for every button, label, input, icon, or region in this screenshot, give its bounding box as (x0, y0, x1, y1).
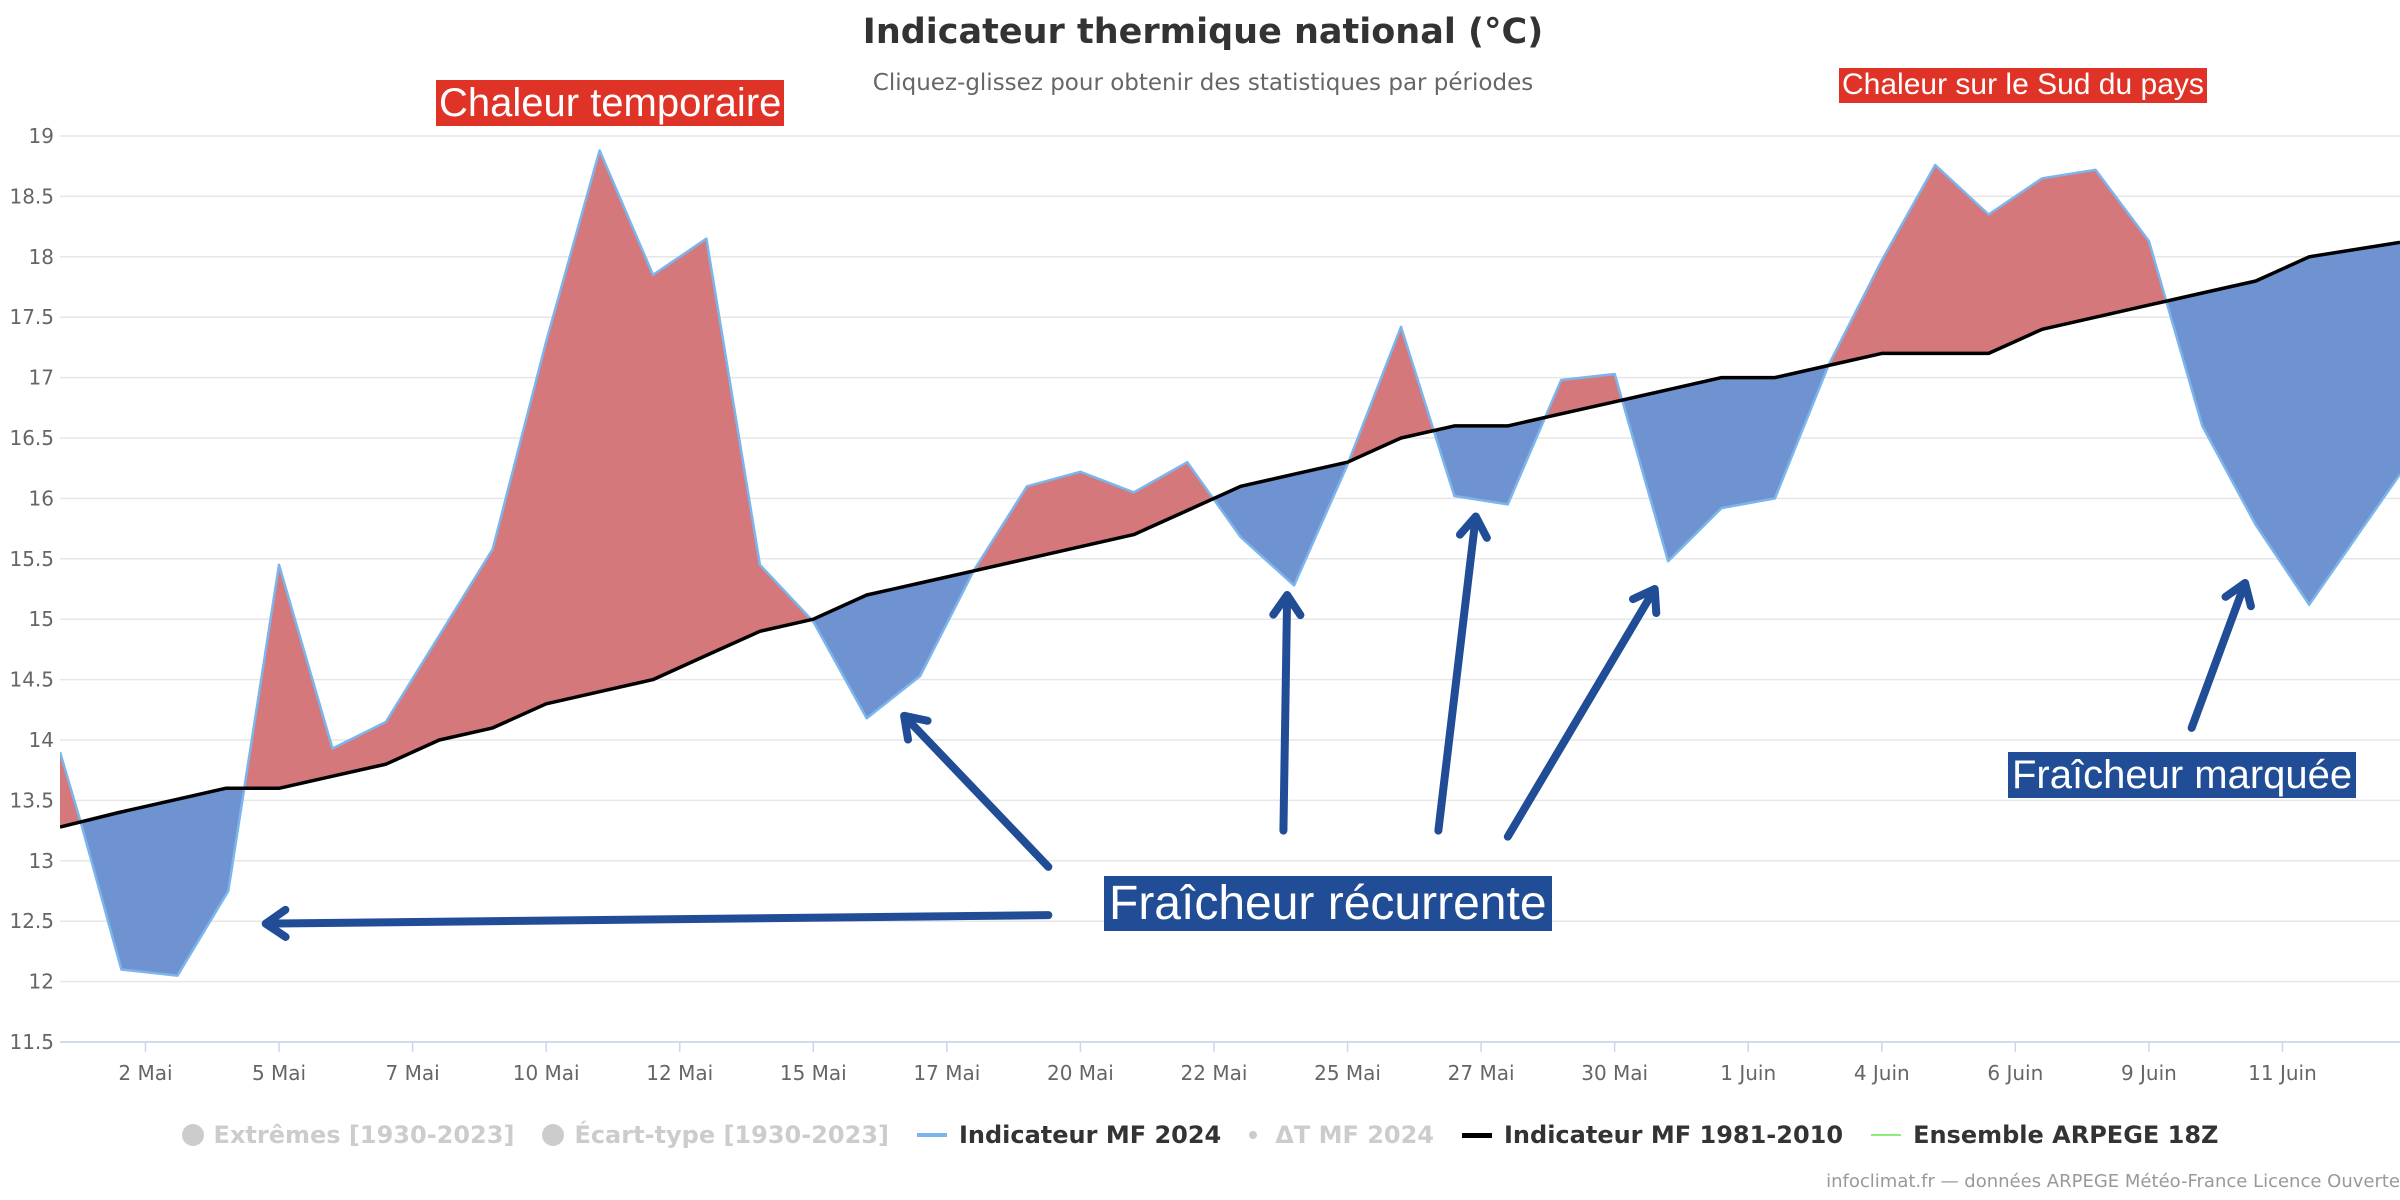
annotation-arrow (900, 711, 1053, 871)
y-tick-label: 17.5 (9, 305, 54, 329)
y-tick-label: 18.5 (9, 184, 54, 208)
warm-deviation-fill (278, 564, 333, 789)
legend-label: ΔT MF 2024 (1275, 1121, 1434, 1149)
warm-deviation-fill (545, 150, 600, 705)
legend-dot-icon (542, 1124, 565, 1146)
deviation-fills (60, 150, 2400, 978)
legend-label: Indicateur MF 1981-2010 (1504, 1121, 1844, 1149)
legend-label: Ensemble ARPEGE 18Z (1913, 1121, 2219, 1149)
cool-deviation-fill (118, 811, 122, 970)
x-tick-label: 11 Juin (2248, 1061, 2317, 1085)
y-tick-label: 11.5 (9, 1030, 54, 1054)
x-tick-label: 6 Juin (1987, 1061, 2043, 1085)
x-tick-label: 20 Mai (1047, 1061, 1114, 1085)
y-axis-ticks: 11.5 12 12.5 13 13.5 14 14.5 15 15.5 16 16.5 17 17.5… (9, 124, 54, 1054)
legend-item-delta-t[interactable]: ΔT MF 2024 (1249, 1121, 1434, 1149)
legend-line-icon (916, 1133, 947, 1137)
warm-deviation-fill (1934, 164, 1990, 354)
y-tick-label: 15 (29, 607, 54, 631)
cool-deviation-fill (812, 594, 868, 719)
cool-deviation-fill (1721, 377, 1776, 509)
x-axis-ticks: 2 Mai 5 Mai 7 Mai 10 Mai 12 Mai 15 Mai 17 Mai 2… (60, 1041, 2400, 1085)
cool-deviation-fill (121, 799, 173, 976)
y-tick-label: 14 (29, 728, 54, 752)
warm-deviation-fill (1881, 163, 1936, 354)
warm-deviation-fill (652, 237, 707, 681)
annotation-fraicheur-recurrente: Fraîcheur récurrente (1104, 876, 1552, 932)
x-tick-label: 12 Mai (646, 1061, 713, 1085)
legend-dot-icon (1249, 1131, 1258, 1139)
legend-line-icon (1462, 1132, 1492, 1138)
warm-deviation-fill (706, 238, 761, 657)
cool-deviation-fill (171, 798, 178, 977)
legend-item-extremes[interactable]: Extrêmes [1930-2023] (181, 1121, 515, 1149)
legend-label: Extrêmes [1930-2023] (213, 1121, 515, 1149)
y-tick-label: 12.5 (9, 909, 54, 933)
legend-dot-icon (181, 1124, 204, 1146)
cool-deviation-fill (225, 787, 229, 897)
annotation-chaleur-temporaire: Chaleur temporaire (436, 80, 785, 126)
chart-credits[interactable]: infoclimat.fr — données ARPEGE Météo-Fra… (1826, 1171, 2400, 1192)
x-tick-label: 30 Mai (1581, 1061, 1648, 1085)
cool-deviation-fill (177, 787, 227, 978)
x-tick-label: 15 Mai (780, 1061, 847, 1085)
cool-deviation-fill (1240, 473, 1295, 587)
cool-deviation-fill (1453, 425, 1509, 505)
cool-deviation-fill (2255, 256, 2310, 607)
annotation-fraicheur-marquee: Fraîcheur marquée (2008, 752, 2357, 798)
warm-deviation-fill (2095, 168, 2150, 318)
y-tick-label: 19 (29, 124, 54, 148)
cool-deviation-fill (2201, 280, 2257, 526)
legend-item-ecart-type[interactable]: Écart-type [1930-2023] (542, 1121, 889, 1149)
annotation-arrow (1434, 512, 1491, 835)
warm-deviation-fill (332, 721, 387, 777)
legend-label: Écart-type [1930-2023] (574, 1121, 889, 1149)
annotation-arrows (261, 512, 2255, 941)
y-tick-label: 13 (29, 849, 54, 873)
x-tick-label: 2 Mai (118, 1061, 172, 1085)
y-tick-label: 12 (29, 970, 54, 994)
annotation-chaleur-sud: Chaleur sur le Sud du pays (1839, 68, 2207, 103)
warm-deviation-fill (599, 150, 654, 693)
y-tick-label: 15.5 (9, 547, 54, 571)
legend-item-indicateur-2024[interactable]: Indicateur MF 2024 (916, 1121, 1222, 1149)
y-tick-label: 16.5 (9, 426, 54, 450)
x-tick-label: 10 Mai (513, 1061, 580, 1085)
series-line-normale-1981-2010[interactable] (60, 240, 2400, 829)
chart-title: Indicateur thermique national (°C) (862, 12, 1544, 52)
x-tick-label: 25 Mai (1314, 1061, 1381, 1085)
warm-deviation-fill (492, 341, 547, 729)
y-tick-label: 18 (29, 245, 54, 269)
chart-legend: Extrêmes [1930-2023] Écart-type [1930-20… (0, 1121, 2400, 1149)
y-tick-label: 17 (29, 366, 54, 390)
x-tick-label: 1 Juin (1720, 1061, 1776, 1085)
annotation-arrow (1269, 591, 1305, 835)
warm-deviation-fill (1988, 177, 2043, 355)
annotation-arrow (1503, 585, 1661, 841)
legend-label: Indicateur MF 2024 (958, 1121, 1222, 1149)
x-tick-label: 7 Mai (386, 1061, 440, 1085)
x-tick-label: 9 Juin (2121, 1061, 2177, 1085)
x-tick-label: 5 Mai (252, 1061, 306, 1085)
x-tick-label: 27 Mai (1448, 1061, 1515, 1085)
legend-line-icon (1871, 1134, 1902, 1136)
x-tick-label: 17 Mai (913, 1061, 980, 1085)
warm-deviation-fill (438, 547, 494, 741)
x-tick-label: 22 Mai (1181, 1061, 1248, 1085)
y-tick-label: 16 (29, 486, 54, 510)
x-tick-label: 4 Juin (1854, 1061, 1910, 1085)
y-tick-label: 14.5 (9, 668, 54, 692)
warm-deviation-fill (2041, 169, 2096, 330)
series-lines[interactable] (60, 149, 2400, 977)
chart-subtitle: Cliquez-glissez pour obtenir des statist… (872, 70, 1534, 96)
cool-deviation-fill (2308, 241, 2400, 606)
y-tick-label: 13.5 (9, 788, 54, 812)
legend-item-arpege[interactable]: Ensemble ARPEGE 18Z (1871, 1121, 2218, 1149)
legend-item-normale[interactable]: Indicateur MF 1981-2010 (1462, 1121, 1843, 1149)
annotation-arrow (2187, 578, 2255, 732)
annotation-arrow (261, 905, 1053, 941)
